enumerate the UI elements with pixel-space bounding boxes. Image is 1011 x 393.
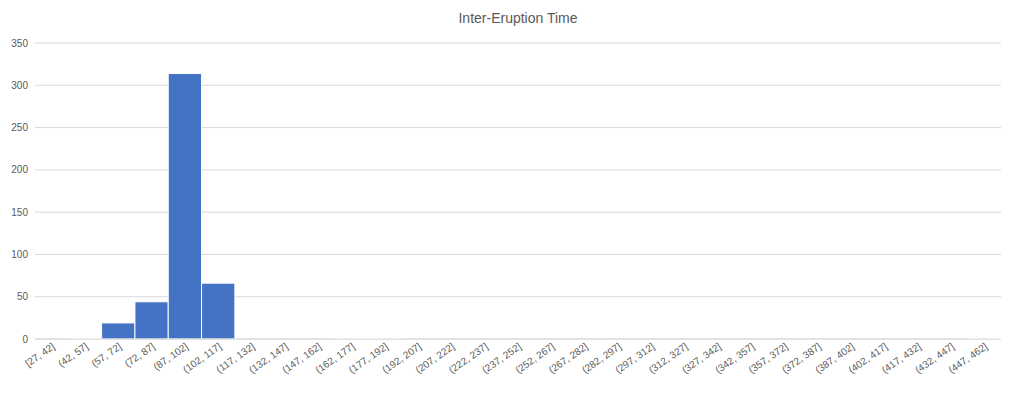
x-tick-label: [27, 42] [23,341,57,369]
bar [202,283,235,339]
y-tick-label: 300 [11,80,28,91]
y-tick-label: 50 [17,291,29,302]
x-tick-label: (447, 462] [946,341,989,376]
y-tick-label: 350 [11,38,28,49]
grid-line [35,43,1001,44]
y-tick-label: 150 [11,207,28,218]
bar [135,302,168,339]
y-tick-label: 200 [11,164,28,175]
bar [102,323,135,339]
grid-line [35,339,1001,340]
y-tick-label: 250 [11,122,28,133]
background [0,0,1011,393]
y-tick-label: 100 [11,249,28,260]
chart: Inter-Eruption Time 0 50 100 150 200 250 300 350… [0,0,1011,393]
x-tick-label: (57, 72] [89,341,123,370]
x-tick-label: (42, 57] [56,341,90,370]
title: Inter-Eruption Time [458,10,577,26]
x-axis [35,339,1001,340]
bar [168,73,201,339]
bars [68,73,1001,339]
y-tick-label: 0 [22,334,28,345]
